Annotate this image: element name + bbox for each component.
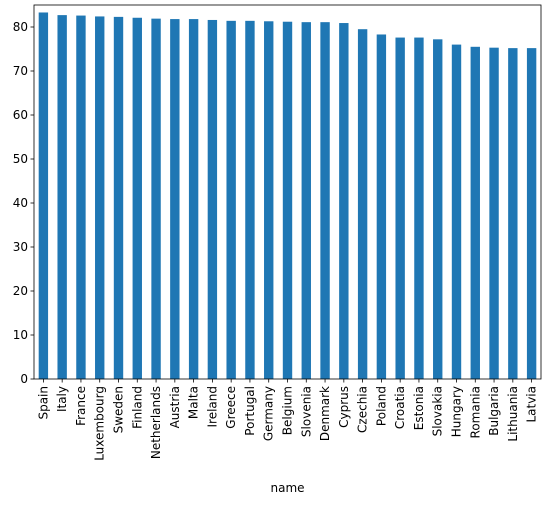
y-axis-ticks: 0 10 20 30 40 50 60 70 80 — [13, 20, 34, 386]
x-tick-label: Finland — [130, 386, 144, 429]
bar-slovakia — [433, 39, 443, 379]
y-tick-label: 0 — [20, 372, 28, 386]
bar-portugal — [245, 20, 255, 380]
bar-cyprus — [339, 23, 349, 379]
x-tick-label: Luxembourg — [93, 386, 107, 461]
bar-france — [76, 15, 86, 380]
x-tick-label: Sweden — [112, 386, 126, 433]
y-tick-label: 70 — [13, 64, 28, 78]
bar-denmark — [320, 22, 330, 379]
x-tick-label: Croatia — [393, 386, 407, 429]
x-tick-label: Cyprus — [337, 386, 351, 428]
x-tick-label: Estonia — [412, 386, 426, 430]
x-axis-ticks: Spain Italy France Luxembourg Sweden Finland N… — [36, 379, 539, 461]
x-tick-label: France — [74, 386, 88, 426]
x-tick-label: Slovakia — [431, 386, 445, 436]
x-tick-label: Germany — [262, 386, 276, 441]
x-tick-label: Ireland — [205, 386, 219, 428]
y-tick-label: 60 — [13, 108, 28, 122]
bar-sweden — [113, 16, 124, 379]
bar-ireland — [207, 19, 218, 380]
bars-group — [38, 12, 537, 380]
bar-slovenia — [301, 22, 311, 379]
bar-latvia — [526, 48, 537, 380]
x-tick-label: Austria — [168, 386, 182, 428]
x-tick-label: Malta — [187, 386, 201, 419]
y-tick-label: 30 — [13, 240, 28, 254]
x-tick-label: Poland — [374, 386, 388, 426]
bar-bulgaria — [489, 47, 499, 380]
x-axis-label: name — [270, 481, 304, 495]
x-tick-label: Portugal — [243, 386, 257, 436]
bar-germany — [264, 21, 274, 380]
x-tick-label: Lithuania — [506, 386, 520, 442]
bar-hungary — [451, 44, 462, 379]
x-tick-label: Italy — [55, 386, 69, 412]
y-tick-label: 10 — [13, 328, 28, 342]
bar-lithuania — [508, 48, 518, 380]
bar-finland — [132, 17, 142, 379]
bar-luxembourg — [95, 16, 105, 379]
x-tick-label: Romania — [468, 386, 482, 438]
bar-estonia — [414, 37, 424, 380]
bar-poland — [376, 34, 387, 379]
bar-spain — [38, 12, 49, 379]
bar-italy — [57, 15, 67, 380]
bar-croatia — [395, 37, 405, 380]
x-tick-label: Hungary — [450, 386, 464, 437]
bar-netherlands — [151, 18, 161, 379]
x-tick-label: Czechia — [356, 386, 370, 433]
y-tick-label: 20 — [13, 284, 28, 298]
x-tick-label: Spain — [36, 386, 50, 420]
bar-austria — [170, 19, 180, 380]
x-tick-label: Latvia — [525, 386, 539, 423]
x-tick-label: Bulgaria — [487, 386, 501, 436]
y-tick-label: 40 — [13, 196, 28, 210]
x-tick-label: Netherlands — [149, 386, 163, 459]
plot-frame — [33, 4, 542, 380]
bar-czechia — [357, 29, 368, 379]
bar-malta — [188, 19, 199, 380]
bar-greece — [226, 20, 236, 380]
y-tick-label: 80 — [13, 20, 28, 34]
bar-belgium — [282, 21, 293, 379]
x-tick-label: Denmark — [318, 386, 332, 441]
bar-romania — [470, 46, 480, 380]
x-tick-label: Greece — [224, 386, 238, 429]
x-tick-label: Belgium — [281, 386, 295, 435]
y-tick-label: 50 — [13, 152, 28, 166]
x-tick-label: Slovenia — [299, 386, 313, 437]
